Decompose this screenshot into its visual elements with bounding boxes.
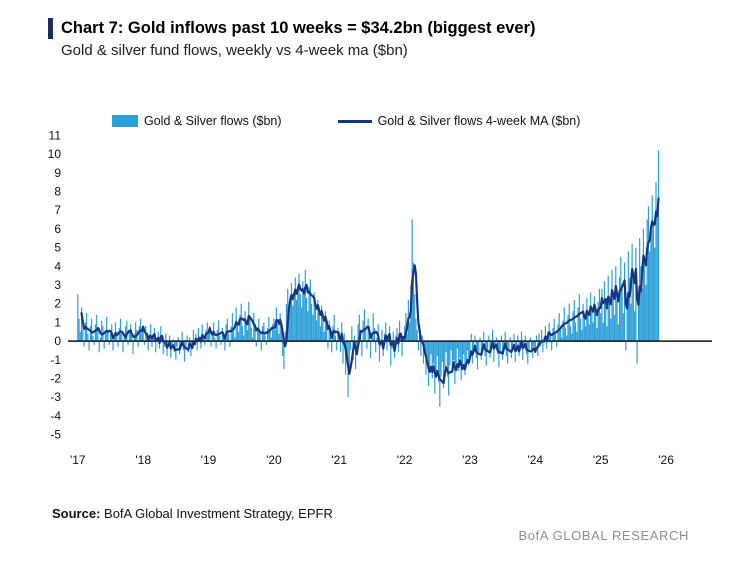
svg-text:'24: '24	[527, 453, 543, 467]
svg-text:'26: '26	[658, 453, 674, 467]
svg-text:2: 2	[54, 297, 61, 311]
svg-text:10: 10	[48, 147, 62, 161]
svg-text:'19: '19	[201, 453, 217, 467]
legend-item-bars: Gold & Silver flows ($bn)	[112, 114, 282, 128]
svg-text:'23: '23	[462, 453, 478, 467]
svg-text:-3: -3	[50, 390, 61, 404]
svg-text:9: 9	[54, 166, 61, 180]
svg-text:11: 11	[49, 128, 62, 142]
svg-text:'18: '18	[135, 453, 151, 467]
title-accent-bar	[48, 18, 53, 39]
chart-subtitle: Gold & silver fund flows, weekly vs 4-we…	[61, 41, 408, 59]
svg-text:-2: -2	[50, 372, 61, 386]
svg-text:'25: '25	[593, 453, 609, 467]
ma-series-swatch-icon	[337, 119, 372, 123]
svg-text:-1: -1	[50, 353, 61, 367]
svg-text:'22: '22	[397, 453, 413, 467]
svg-text:6: 6	[54, 222, 61, 236]
svg-text:'20: '20	[266, 453, 282, 467]
legend-ma-label: Gold & Silver flows 4-week MA ($bn)	[377, 114, 581, 128]
chart-header: Chart 7: Gold inflows past 10 weeks = $3…	[48, 18, 697, 59]
legend-item-ma: Gold & Silver flows 4-week MA ($bn)	[337, 114, 581, 128]
chart-legend: Gold & Silver flows ($bn) Gold & Silver …	[112, 114, 580, 128]
chart-canvas: -5 -4 -3 -2 -1 0 1 2 3 4 5 6 7 8 9 10 11 '17 '18 '19 '20 '21 '…	[48, 128, 712, 467]
svg-text:3: 3	[54, 278, 61, 292]
svg-text:-4: -4	[50, 409, 61, 423]
svg-text:0: 0	[54, 334, 61, 348]
legend-bars-label: Gold & Silver flows ($bn)	[144, 114, 282, 128]
svg-text:-5: -5	[50, 428, 61, 442]
svg-text:5: 5	[54, 241, 61, 255]
svg-text:1: 1	[54, 315, 61, 329]
source-text: BofA Global Investment Strategy, EPFR	[100, 506, 333, 521]
svg-text:4: 4	[54, 259, 61, 273]
source-label: Source:	[52, 506, 101, 521]
chart-plot-area: Gold & Silver flows ($bn) Gold & Silver …	[26, 94, 716, 470]
source-line: Source: BofA Global Investment Strategy,…	[52, 506, 333, 521]
svg-text:8: 8	[54, 185, 61, 199]
svg-text:'17: '17	[70, 453, 86, 467]
svg-text:'21: '21	[331, 453, 347, 467]
bar-series-swatch-icon	[112, 115, 138, 127]
svg-text:7: 7	[54, 203, 61, 217]
chart-title: Chart 7: Gold inflows past 10 weeks = $3…	[61, 19, 536, 37]
brand-text: BofA GLOBAL RESEARCH	[518, 528, 689, 543]
